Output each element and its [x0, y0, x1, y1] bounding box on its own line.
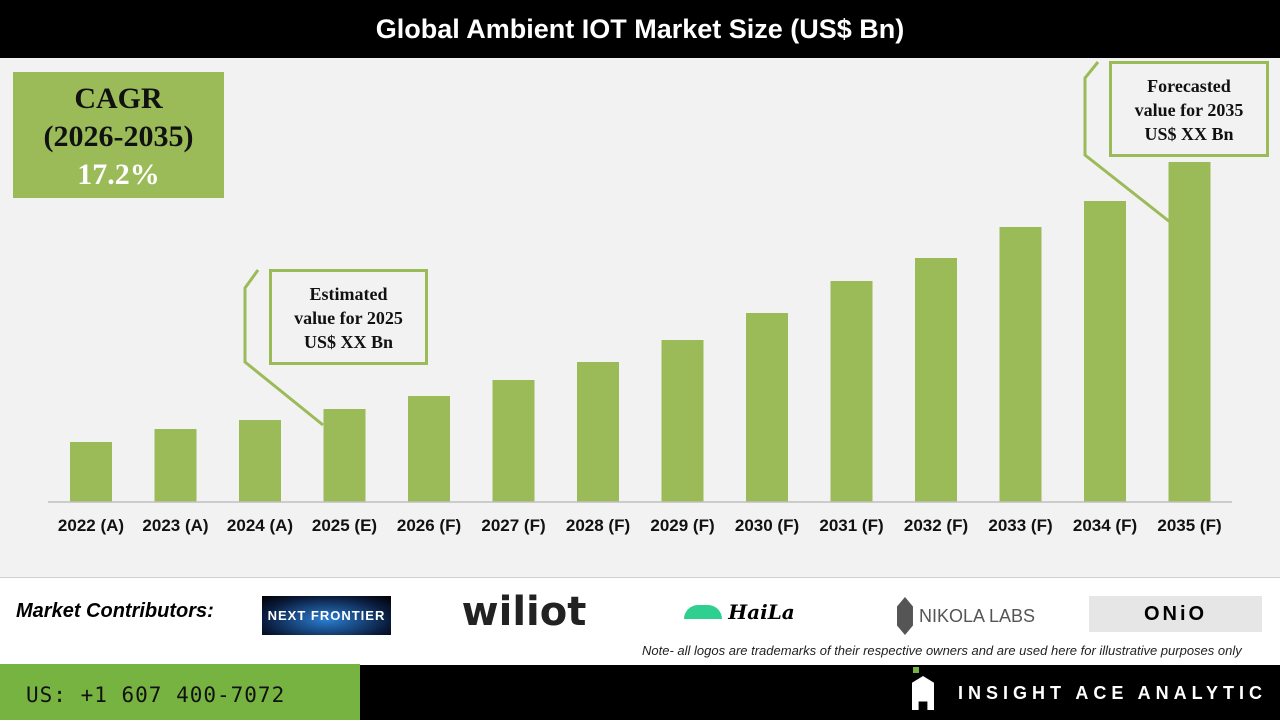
haila-text: HaiLa: [728, 600, 795, 624]
estimated-callout: Estimated value for 2025 US$ XX Bn: [269, 269, 428, 365]
cagr-value: 17.2%: [77, 158, 160, 191]
brand-name: INSIGHT ACE ANALYTIC: [958, 683, 1268, 703]
logo-nikola-labs: NIKOLA LABS: [886, 595, 1046, 637]
callout-line: Estimated: [309, 284, 388, 304]
bar-2033-f: [999, 227, 1042, 502]
bar-2031-f: [830, 281, 873, 502]
logo-disclaimer-note: Note- all logos are trademarks of their …: [642, 643, 1242, 658]
x-tick-label: 2035 (F): [1157, 516, 1221, 535]
logo-next-frontier: NEXT FRONTIER: [262, 596, 391, 635]
x-tick-label: 2029 (F): [650, 516, 714, 535]
x-tick-label: 2024 (A): [227, 516, 293, 535]
x-tick-label: 2034 (F): [1073, 516, 1137, 535]
callout-line: value for 2025: [294, 308, 403, 328]
callout-line: US$ XX Bn: [303, 332, 394, 352]
cagr-period: (2026-2035): [43, 120, 194, 153]
cagr-label: CAGR: [74, 82, 163, 115]
logo-haila: HaiLa: [672, 598, 807, 626]
x-tick-label: 2025 (E): [312, 516, 377, 535]
logo-onio: ONiO: [1089, 596, 1262, 632]
estimated-leader-line: [243, 269, 324, 427]
bar-2035-f: [1168, 162, 1211, 502]
brand-logo-a-icon: [912, 676, 934, 710]
bar-2034-f: [1084, 201, 1126, 502]
nikola-text: NIKOLA LABS: [918, 605, 1036, 626]
phone-number[interactable]: US: +1 607 400-7072: [0, 664, 360, 720]
bar-2026-f: [408, 396, 450, 502]
x-tick-label: 2028 (F): [566, 516, 630, 535]
bar-2022-a: [70, 442, 112, 502]
bar-2027-f: [492, 380, 535, 502]
bar-2029-f: [661, 340, 704, 502]
brand-logo-dot-icon: [913, 667, 919, 673]
bar-2028-f: [577, 362, 619, 502]
contributors-label: Market Contributors:: [16, 600, 214, 622]
haila-swoosh-icon: [684, 605, 723, 619]
cagr-box: CAGR (2026-2035) 17.2%: [13, 72, 224, 198]
logo-wiliot: wiliot: [461, 589, 587, 635]
x-tick-label: 2026 (F): [397, 516, 461, 535]
x-tick-label: 2027 (F): [481, 516, 545, 535]
forecast-leader-line: [1083, 61, 1171, 224]
bar-2025-e: [323, 409, 366, 502]
chart-title: Global Ambient IOT Market Size (US$ Bn): [0, 0, 1280, 58]
x-tick-label: 2022 (A): [58, 516, 124, 535]
x-tick-label: 2030 (F): [735, 516, 799, 535]
bar-chart: 2022 (A) 2023 (A) 2024 (A) 2025 (E) 2026 (F)…: [48, 61, 1232, 535]
bar-2030-f: [746, 313, 788, 502]
callout-line: Forecasted: [1147, 76, 1231, 96]
x-tick-label: 2023 (A): [142, 516, 208, 535]
forecast-callout: Forecasted value for 2035 US$ XX Bn: [1109, 61, 1269, 157]
callout-line: US$ XX Bn: [1144, 124, 1234, 144]
bar-2024-a: [239, 420, 281, 502]
bar-2023-a: [154, 429, 197, 502]
x-tick-label: 2031 (F): [819, 516, 883, 535]
callout-line: value for 2035: [1134, 100, 1244, 120]
bar-2032-f: [915, 258, 957, 502]
x-tick-label: 2033 (F): [988, 516, 1052, 535]
x-tick-label: 2032 (F): [904, 516, 968, 535]
footer-bar: [360, 665, 1280, 720]
nikola-shield-icon: [896, 597, 913, 635]
